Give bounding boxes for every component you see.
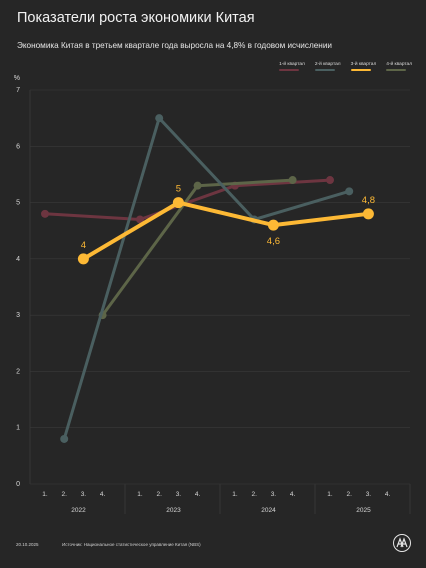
y-tick-label: 2 — [16, 368, 20, 375]
legend-label: 3-й квартал — [350, 62, 377, 67]
x-tick-label: 4. — [290, 491, 296, 498]
legend-swatch — [279, 69, 300, 71]
x-tick-label: 2. — [156, 491, 162, 498]
data-point-q2 — [155, 114, 164, 123]
data-point-q1 — [41, 209, 49, 218]
series-line-q2 — [62, 116, 351, 441]
x-tick-label: 4. — [195, 491, 201, 498]
data-point-q2 — [60, 434, 69, 443]
x-tick-label: 3. — [176, 491, 182, 498]
data-point-q1 — [136, 215, 144, 224]
legend-swatch — [314, 69, 335, 71]
page-title: Показатели роста экономики Китая — [17, 10, 255, 26]
legend-label: 4-й квартал — [386, 62, 412, 67]
y-tick-label: 6 — [16, 143, 20, 150]
chart-legend: 1-й квартал 2-й квартал 3-й квартал 4-й … — [279, 62, 412, 71]
y-tick-label: 1 — [16, 425, 20, 432]
y-tick-label: 7 — [16, 87, 20, 94]
legend-item-q3: 3-й квартал — [350, 62, 377, 71]
legend-item-q1: 1-й квартал — [279, 62, 305, 71]
data-point-q3 — [77, 253, 89, 265]
data-label: 4,6 — [267, 236, 280, 247]
x-tick-label: 2. — [61, 491, 67, 498]
legend-swatch — [386, 69, 407, 71]
y-tick-label: 4 — [16, 256, 20, 263]
y-tick-label: 3 — [16, 312, 20, 319]
y-tick-label: 0 — [16, 481, 20, 488]
y-unit-label: % — [14, 75, 20, 82]
x-tick-label: 2. — [251, 491, 257, 498]
data-label: 4 — [81, 240, 86, 251]
data-point-q2 — [345, 187, 354, 196]
agency-logo-icon — [393, 534, 411, 552]
legend-swatch — [350, 69, 371, 71]
series-line-q1 — [43, 178, 332, 221]
data-point-q4 — [288, 176, 297, 185]
x-tick-label: 3. — [271, 491, 277, 498]
footer-source: Источник: Национальное статистическое уп… — [62, 542, 201, 547]
data-point-q1 — [326, 176, 334, 185]
series-line-q3 — [81, 200, 371, 261]
data-point-q3 — [267, 219, 279, 231]
footer-date: 20.10.2025 — [16, 542, 39, 547]
data-point-q4 — [193, 181, 202, 190]
x-tick-label: 4. — [100, 491, 106, 498]
legend-item-q4: 4-й квартал — [386, 62, 412, 71]
x-year-label: 2025 — [356, 507, 371, 514]
x-year-label: 2022 — [71, 507, 86, 514]
data-label: 4,8 — [362, 195, 375, 206]
page-subtitle: Экономика Китая в третьем квартале года … — [17, 41, 332, 50]
x-tick-label: 4. — [385, 491, 391, 498]
x-year-label: 2024 — [261, 507, 276, 514]
x-tick-label: 1. — [327, 491, 333, 498]
x-tick-label: 1. — [232, 491, 238, 498]
legend-label: 1-й квартал — [279, 62, 305, 67]
x-tick-label: 1. — [42, 491, 48, 498]
x-tick-label: 3. — [366, 491, 372, 498]
data-point-q3 — [362, 208, 374, 220]
legend-label: 2-й квартал — [314, 62, 341, 67]
legend-item-q2: 2-й квартал — [314, 62, 341, 71]
y-tick-label: 5 — [16, 200, 20, 207]
x-year-label: 2023 — [166, 507, 181, 514]
x-tick-label: 1. — [137, 491, 143, 498]
x-tick-label: 2. — [346, 491, 352, 498]
data-label: 5 — [176, 184, 181, 195]
x-tick-label: 3. — [81, 491, 87, 498]
data-point-q3 — [172, 197, 184, 209]
